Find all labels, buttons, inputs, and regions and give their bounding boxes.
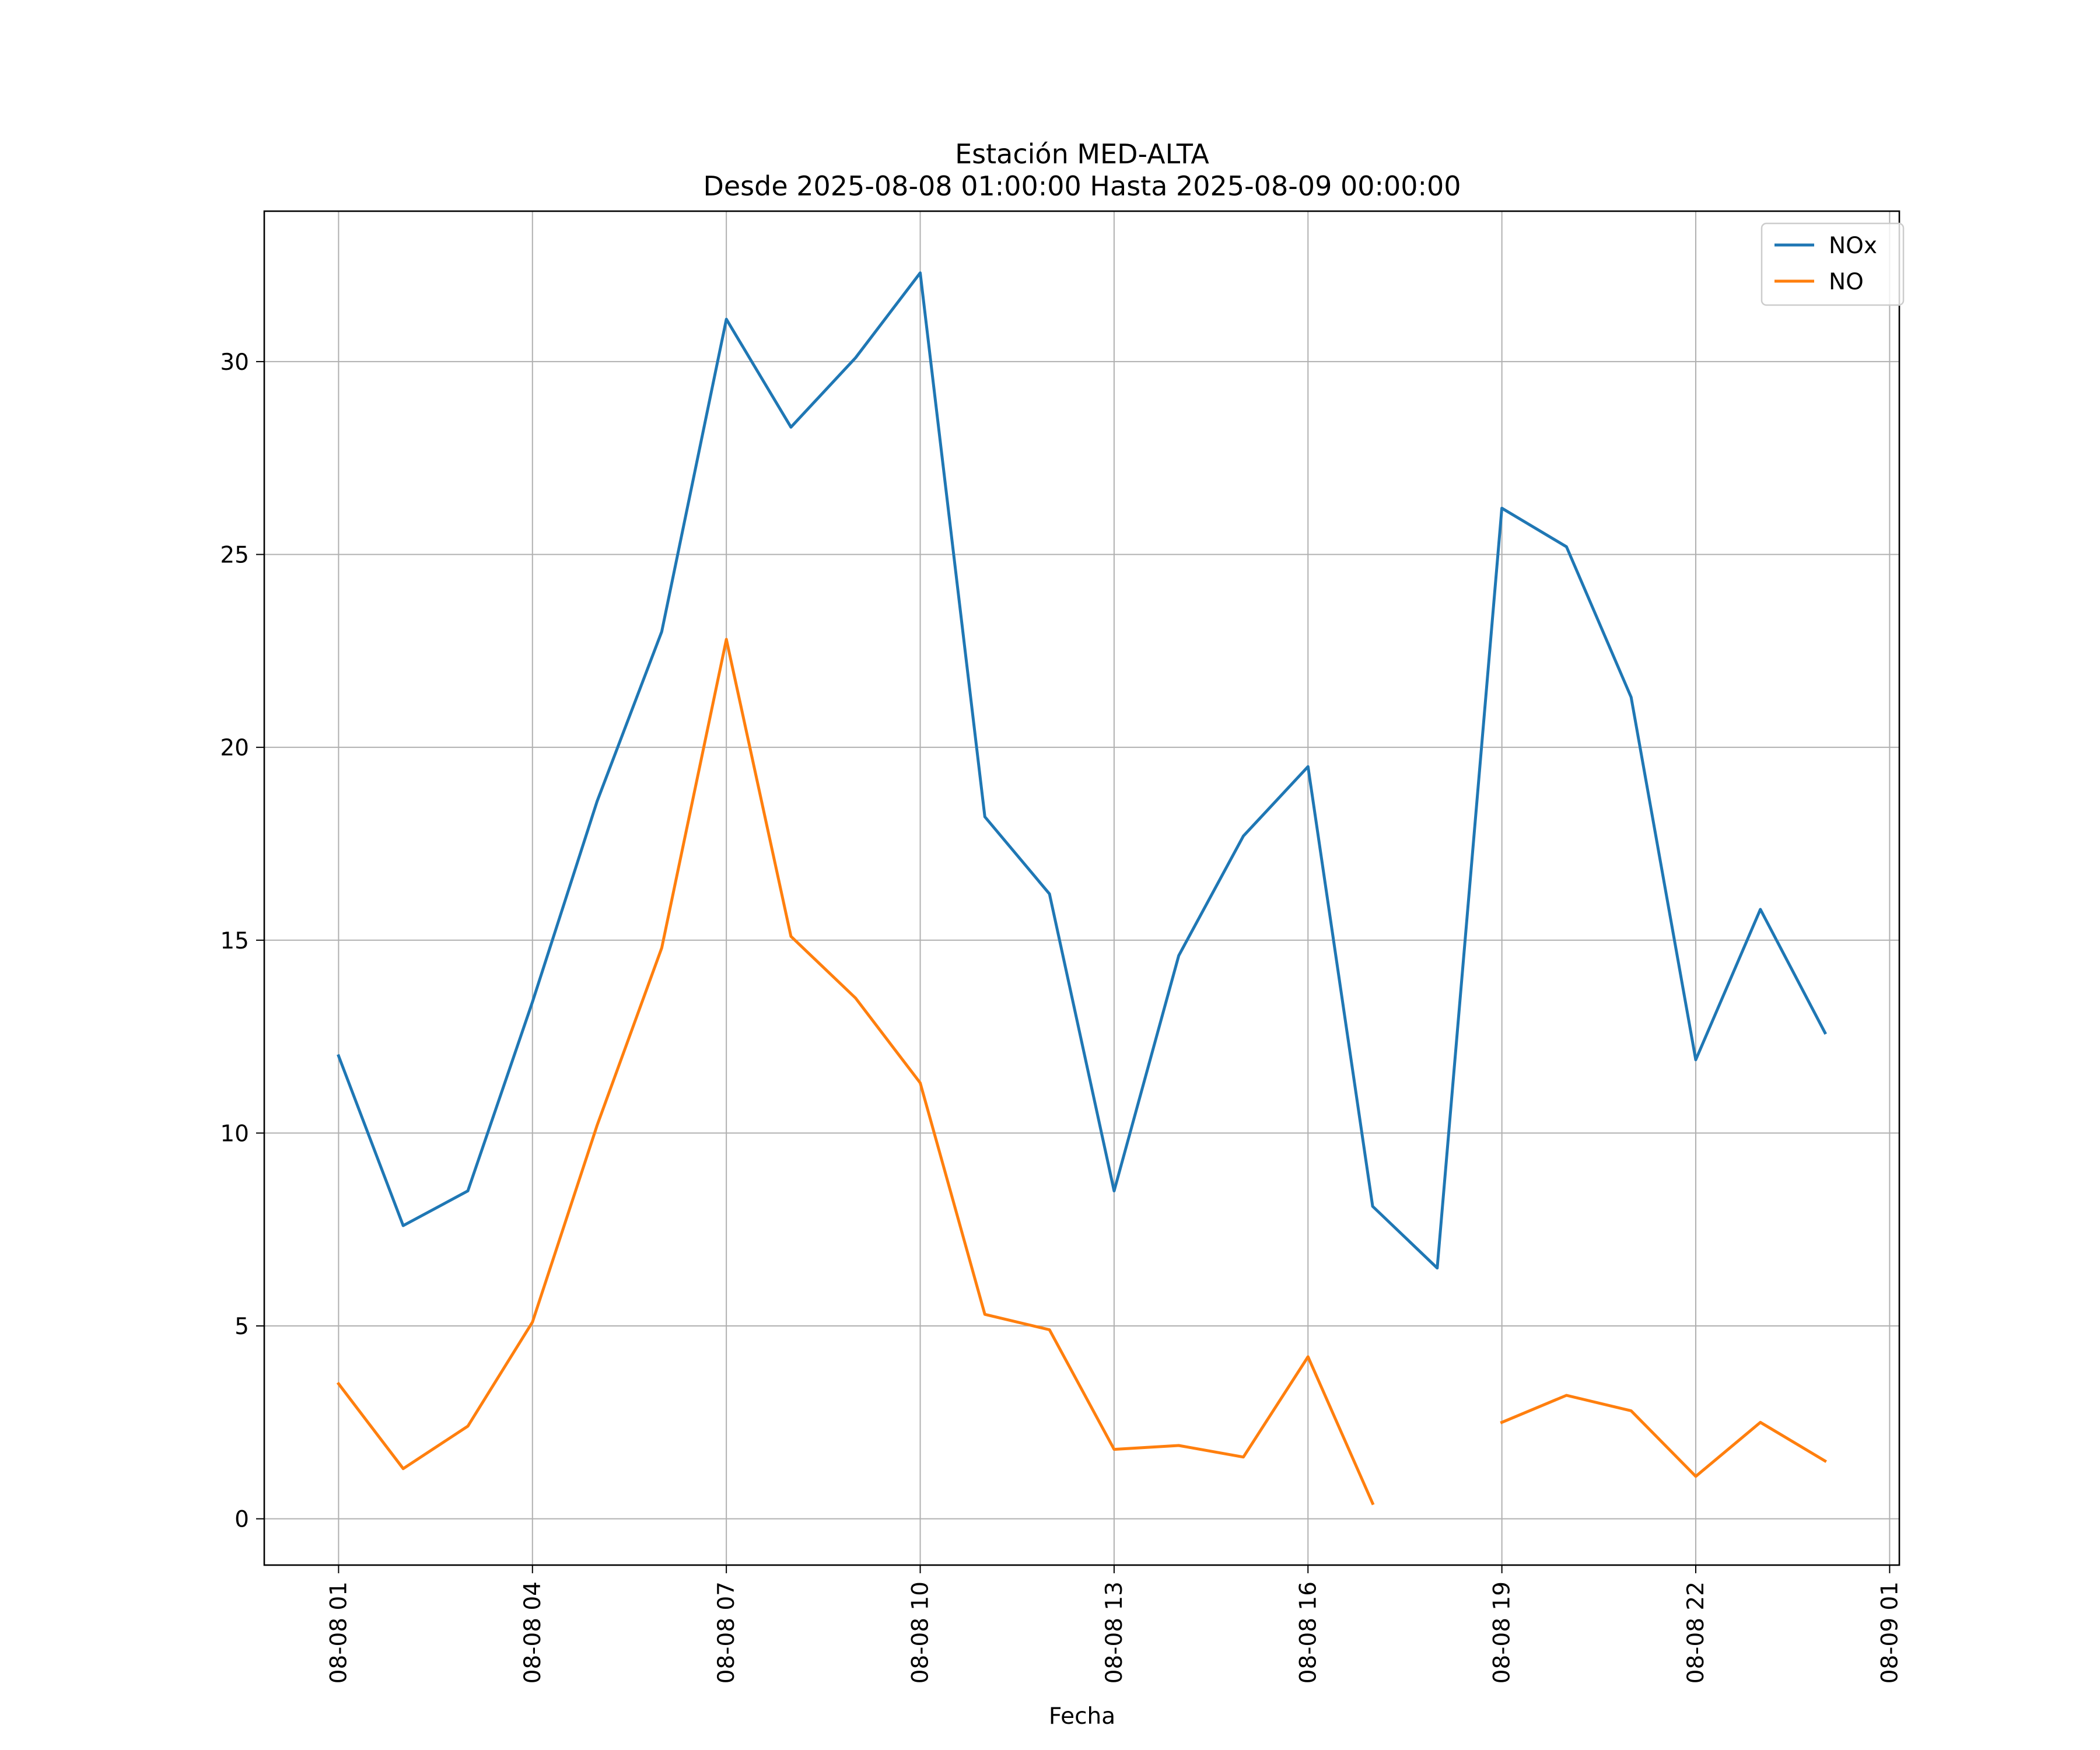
x-axis-label: Fecha [1049, 1703, 1115, 1730]
x-tick-label: 08-09 01 [1877, 1581, 1903, 1684]
x-tick-label: 08-08 22 [1683, 1581, 1709, 1684]
grid-layer [264, 211, 1899, 1565]
ticks-layer: 08-08 01 08-08 04 08-08 07 08-08 10 08-08 13… [220, 349, 1903, 1684]
chart-subtitle: Desde 2025-08-08 01:00:00 Hasta 2025-08-… [703, 170, 1461, 202]
y-tick-label: 0 [235, 1507, 249, 1533]
x-tick-label: 08-08 19 [1489, 1581, 1516, 1684]
y-tick-label: 5 [235, 1314, 249, 1340]
legend-label-nox: NOx [1829, 233, 1877, 259]
series-layer [336, 271, 1828, 1506]
legend-label-no: NO [1829, 269, 1864, 295]
y-tick-label: 20 [220, 735, 249, 761]
x-tick-label: 08-08 13 [1101, 1581, 1128, 1684]
x-tick-label: 08-08 16 [1295, 1581, 1321, 1684]
y-tick-label: 10 [220, 1121, 249, 1147]
plot-area-frame [263, 210, 1901, 1566]
x-tick-label: 08-08 10 [908, 1581, 934, 1684]
x-tick-label: 08-08 07 [713, 1581, 740, 1684]
x-tick-label: 08-08 01 [326, 1581, 352, 1684]
legend: NOx NO [1760, 222, 1905, 306]
x-tick-label: 08-08 04 [520, 1581, 546, 1684]
y-tick-label: 15 [220, 928, 249, 954]
series-line-no [336, 638, 1828, 1506]
series-line-nox [337, 271, 1827, 1270]
y-tick-label: 25 [220, 542, 249, 569]
y-tick-label: 30 [220, 349, 249, 376]
chart-title: Estación MED-ALTA [955, 138, 1209, 170]
